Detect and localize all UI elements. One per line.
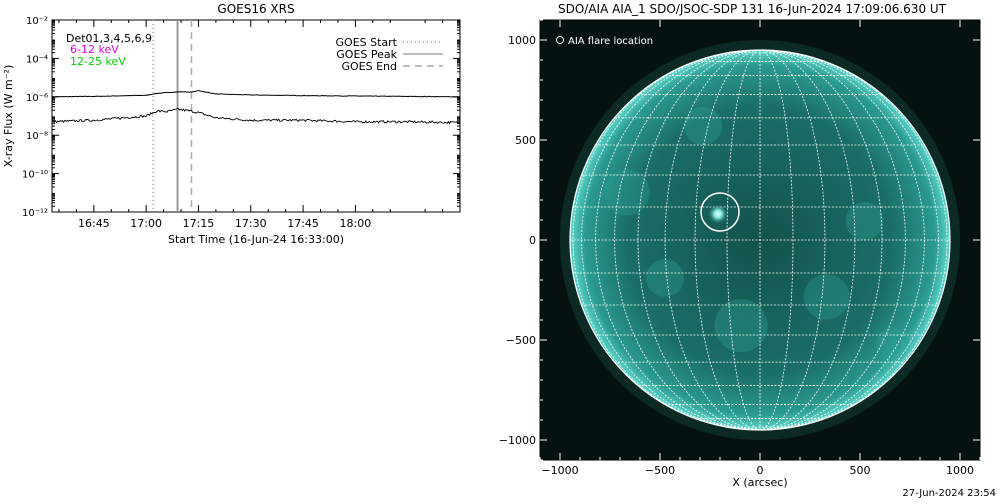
grid-longitude-line xyxy=(759,49,939,431)
goes-event-lines xyxy=(152,20,193,212)
aia-y-tick-label: 0 xyxy=(529,234,536,247)
aia-y-tick-label: −500 xyxy=(506,334,536,347)
aia-x-axis-label: X (arcsec) xyxy=(732,476,787,489)
grid-longitude-line xyxy=(759,49,826,431)
flare-legend-icon xyxy=(556,36,564,44)
grid-longitude-line xyxy=(759,49,925,431)
footer-timestamp: 27-Jun-2024 23:54 xyxy=(902,488,996,499)
goes-x-ticks: 16:45 17:00 17:15 17:30 17:45 18:00 xyxy=(58,20,444,230)
goes-series-12-25-keV xyxy=(52,107,460,125)
grid-longitude-line xyxy=(694,49,761,431)
grid-longitude-line xyxy=(572,49,761,431)
grid-longitude-line xyxy=(637,49,761,431)
heliographic-grid xyxy=(569,49,951,431)
goes-x-tick-label: 16:45 xyxy=(78,217,110,230)
grid-longitude-line xyxy=(759,49,906,431)
aia-x-ticks: −1000 −500 0 500 1000 xyxy=(539,20,981,477)
grid-longitude-line xyxy=(614,49,761,431)
grid-longitude-line xyxy=(726,49,761,431)
goes-x-axis-label: Start Time (16-Jun-24 16:33:00) xyxy=(168,233,344,246)
active-region-glow xyxy=(845,202,884,240)
aia-y-ticks: −1000 −500 0 500 1000 xyxy=(499,19,980,461)
grid-longitude-line xyxy=(759,49,948,431)
goes-xrs-plot: GOES16 XRS 10⁻¹² 10⁻¹⁰ 10⁻⁸ 10⁻⁶ 10⁻⁴ 10⁻² 16… xyxy=(2,2,461,246)
grid-longitude-line xyxy=(664,49,761,431)
active-region-glow xyxy=(875,327,911,362)
active-region-glow xyxy=(714,298,768,353)
active-region-glow xyxy=(646,259,684,297)
grid-longitude-line xyxy=(581,49,761,431)
goes-x-tick-label: 17:15 xyxy=(183,217,215,230)
active-region-glow xyxy=(684,107,722,145)
goes-y-tick-label: 10⁻⁶ xyxy=(26,93,48,104)
goes-legend-label: GOES End xyxy=(341,60,397,73)
goes-x-tick-label: 17:30 xyxy=(235,217,267,230)
goes-x-tick-label: 17:00 xyxy=(130,217,162,230)
aia-x-tick-label: −500 xyxy=(645,464,675,477)
flare-brightening xyxy=(708,204,728,224)
flare-legend-label: AIA flare location xyxy=(568,36,653,47)
goes-series xyxy=(52,90,460,125)
aia-x-tick-label: −1000 xyxy=(541,464,578,477)
band-12-25-label: 12-25 keV xyxy=(70,55,126,68)
goes-x-tick-label: 17:45 xyxy=(287,217,319,230)
grid-longitude-line xyxy=(759,49,856,431)
goes-x-tick-label: 18:00 xyxy=(340,217,372,230)
aia-y-tick-label: −1000 xyxy=(499,434,536,447)
aia-x-tick-label: 500 xyxy=(850,464,871,477)
goes-title: GOES16 XRS xyxy=(217,2,294,16)
goes-y-tick-label: 10⁻¹² xyxy=(22,208,48,219)
band-6-12-label: 6-12 keV xyxy=(70,43,119,56)
goes-series-6-12-keV xyxy=(52,90,460,98)
goes-y-tick-label: 10⁻⁸ xyxy=(26,131,48,142)
goes-y-ticks: 10⁻¹² 10⁻¹⁰ 10⁻⁸ 10⁻⁶ 10⁻⁴ 10⁻² xyxy=(22,16,460,219)
goes-legend-label: GOES Peak xyxy=(336,48,397,61)
active-region-glow xyxy=(803,274,850,320)
aia-title: SDO/AIA AIA_1 SDO/JSOC-SDP 131 16-Jun-20… xyxy=(558,2,947,16)
flare-location-circle xyxy=(700,192,740,232)
grid-longitude-line xyxy=(759,49,794,431)
aia-x-tick-label: 1000 xyxy=(946,464,974,477)
goes-y-tick-label: 10⁻¹⁰ xyxy=(22,170,48,181)
aia-y-tick-label: 500 xyxy=(515,134,536,147)
goes-y-axis-label: X-ray Flux (W m⁻²) xyxy=(2,65,15,167)
active-region-glow xyxy=(604,169,650,216)
goes-y-tick-label: 10⁻² xyxy=(26,16,48,27)
detector-annotation: Det01,3,4,5,6,9 xyxy=(66,32,152,45)
aia-image-panel: SDO/AIA AIA_1 SDO/JSOC-SDP 131 16-Jun-20… xyxy=(499,2,981,489)
goes-plot-frame xyxy=(51,19,461,213)
grid-longitude-line xyxy=(595,49,761,431)
aia-y-tick-label: 1000 xyxy=(508,34,536,47)
flare-marker xyxy=(700,192,740,232)
grid-longitude-line xyxy=(759,49,883,431)
goes-y-tick-label: 10⁻⁴ xyxy=(26,54,48,65)
aia-x-tick-label: 0 xyxy=(757,464,764,477)
disk-limb xyxy=(569,49,951,431)
goes-legend-label: GOES Start xyxy=(336,36,398,49)
